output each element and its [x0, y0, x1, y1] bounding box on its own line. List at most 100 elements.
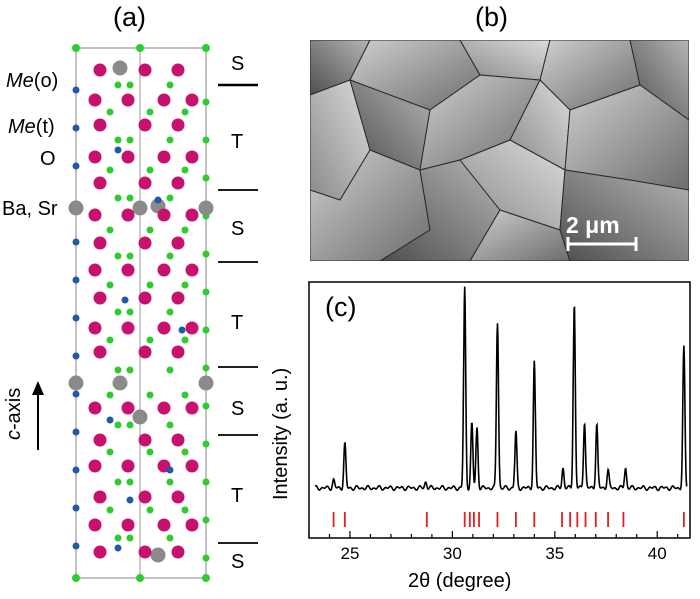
- oxygen-atom: [126, 421, 134, 429]
- me-octahedral-atom: [121, 321, 135, 335]
- ba-sr-atom: [132, 409, 148, 425]
- me-octahedral-atom: [88, 150, 102, 164]
- edge-atom: [202, 554, 210, 562]
- me-octahedral-atom: [121, 208, 135, 222]
- me-octahedral-atom: [138, 490, 152, 504]
- me-octahedral-atom: [157, 150, 171, 164]
- oxygen-atom: [146, 108, 154, 116]
- oxygen-atom: [114, 194, 122, 202]
- edge-atom: [72, 352, 80, 360]
- me-octahedral-atom: [157, 401, 171, 415]
- edge-atom: [72, 162, 80, 170]
- me-tetrahedral-atom: [121, 296, 129, 304]
- oxygen-atom: [106, 506, 114, 514]
- me-octahedral-atom: [185, 208, 199, 222]
- edge-atom: [72, 504, 80, 512]
- me-octahedral-atom: [88, 401, 102, 415]
- me-octahedral-atom: [121, 263, 135, 277]
- me-tetrahedral-atom: [178, 326, 186, 334]
- me-octahedral-atom: [93, 490, 107, 504]
- edge-atom: [202, 516, 210, 524]
- me-octahedral-atom: [185, 263, 199, 277]
- edge-atom: [72, 428, 80, 436]
- legend-me-octahedral: Me(o): [6, 70, 59, 92]
- edge-atom: [202, 440, 210, 448]
- me-octahedral-atom: [171, 545, 185, 559]
- layer-label-s: S: [231, 53, 245, 75]
- oxygen-atom: [126, 478, 134, 486]
- layer-label-s: S: [231, 218, 245, 240]
- scalebar-label: 2 μm: [566, 212, 620, 238]
- me-tetrahedral-atom: [154, 196, 162, 204]
- layer-label-t: T: [231, 312, 244, 334]
- me-octahedral-atom: [93, 176, 107, 190]
- edge-atom: [72, 466, 80, 474]
- me-octahedral-atom: [138, 433, 152, 447]
- oxygen-atom: [181, 391, 189, 399]
- me-octahedral-atom: [88, 93, 102, 107]
- me-octahedral-atom: [138, 63, 152, 77]
- me-tetrahedral-atom: [126, 496, 134, 504]
- oxygen-atom: [106, 226, 114, 234]
- oxygen-atom: [181, 506, 189, 514]
- oxygen-atom: [202, 44, 210, 52]
- x-tick-label: 30: [443, 544, 462, 563]
- ba-sr-atom: [68, 375, 84, 391]
- oxygen-atom: [146, 448, 154, 456]
- me-octahedral-atom: [138, 236, 152, 250]
- oxygen-atom: [166, 194, 174, 202]
- edge-atom: [202, 326, 210, 334]
- me-tetrahedral-atom: [106, 416, 114, 424]
- oxygen-atom: [106, 391, 114, 399]
- x-tick-label: 35: [545, 544, 564, 563]
- me-octahedral-atom: [121, 93, 135, 107]
- me-octahedral-atom: [88, 459, 102, 473]
- oxygen-atom: [136, 44, 144, 52]
- oxygen-atom: [114, 534, 122, 542]
- oxygen-atom: [146, 391, 154, 399]
- me-octahedral-atom: [185, 401, 199, 415]
- me-octahedral-atom: [171, 236, 185, 250]
- ba-sr-atom: [112, 375, 128, 391]
- oxygen-atom: [181, 166, 189, 174]
- me-octahedral-atom: [171, 433, 185, 447]
- me-octahedral-atom: [121, 401, 135, 415]
- me-tetrahedral-atom: [114, 544, 122, 552]
- edge-atom: [72, 238, 80, 246]
- oxygen-atom: [126, 534, 134, 542]
- edge-atom: [72, 86, 80, 94]
- oxygen-atom: [146, 166, 154, 174]
- edge-atom: [202, 288, 210, 296]
- oxygen-atom: [72, 574, 80, 582]
- xrd-reference-markers: [332, 512, 685, 527]
- oxygen-atom: [72, 44, 80, 52]
- me-octahedral-atom: [93, 236, 107, 250]
- oxygen-atom: [146, 281, 154, 289]
- atom-group: [68, 44, 214, 582]
- oxygen-atom: [166, 534, 174, 542]
- oxygen-atom: [114, 308, 122, 316]
- x-tick-label: 40: [648, 544, 667, 563]
- oxygen-atom: [126, 366, 134, 374]
- edge-atom: [202, 174, 210, 182]
- me-octahedral-atom: [138, 176, 152, 190]
- me-octahedral-atom: [138, 291, 152, 305]
- me-octahedral-atom: [157, 321, 171, 335]
- panel-label-c: (c): [325, 292, 357, 322]
- me-octahedral-atom: [157, 518, 171, 532]
- layer-label-s: S: [231, 551, 245, 573]
- oxygen-atom: [181, 108, 189, 116]
- edge-atom: [72, 390, 80, 398]
- crystal-structure-diagram: [32, 44, 258, 582]
- oxygen-atom: [126, 194, 134, 202]
- oxygen-atom: [126, 308, 134, 316]
- me-octahedral-atom: [171, 345, 185, 359]
- oxygen-atom: [106, 336, 114, 344]
- me-octahedral-atom: [93, 118, 107, 132]
- edge-atom: [202, 364, 210, 372]
- oxygen-atom: [126, 136, 134, 144]
- oxygen-atom: [166, 478, 174, 486]
- me-octahedral-atom: [88, 518, 102, 532]
- oxygen-atom: [181, 226, 189, 234]
- me-octahedral-atom: [185, 150, 199, 164]
